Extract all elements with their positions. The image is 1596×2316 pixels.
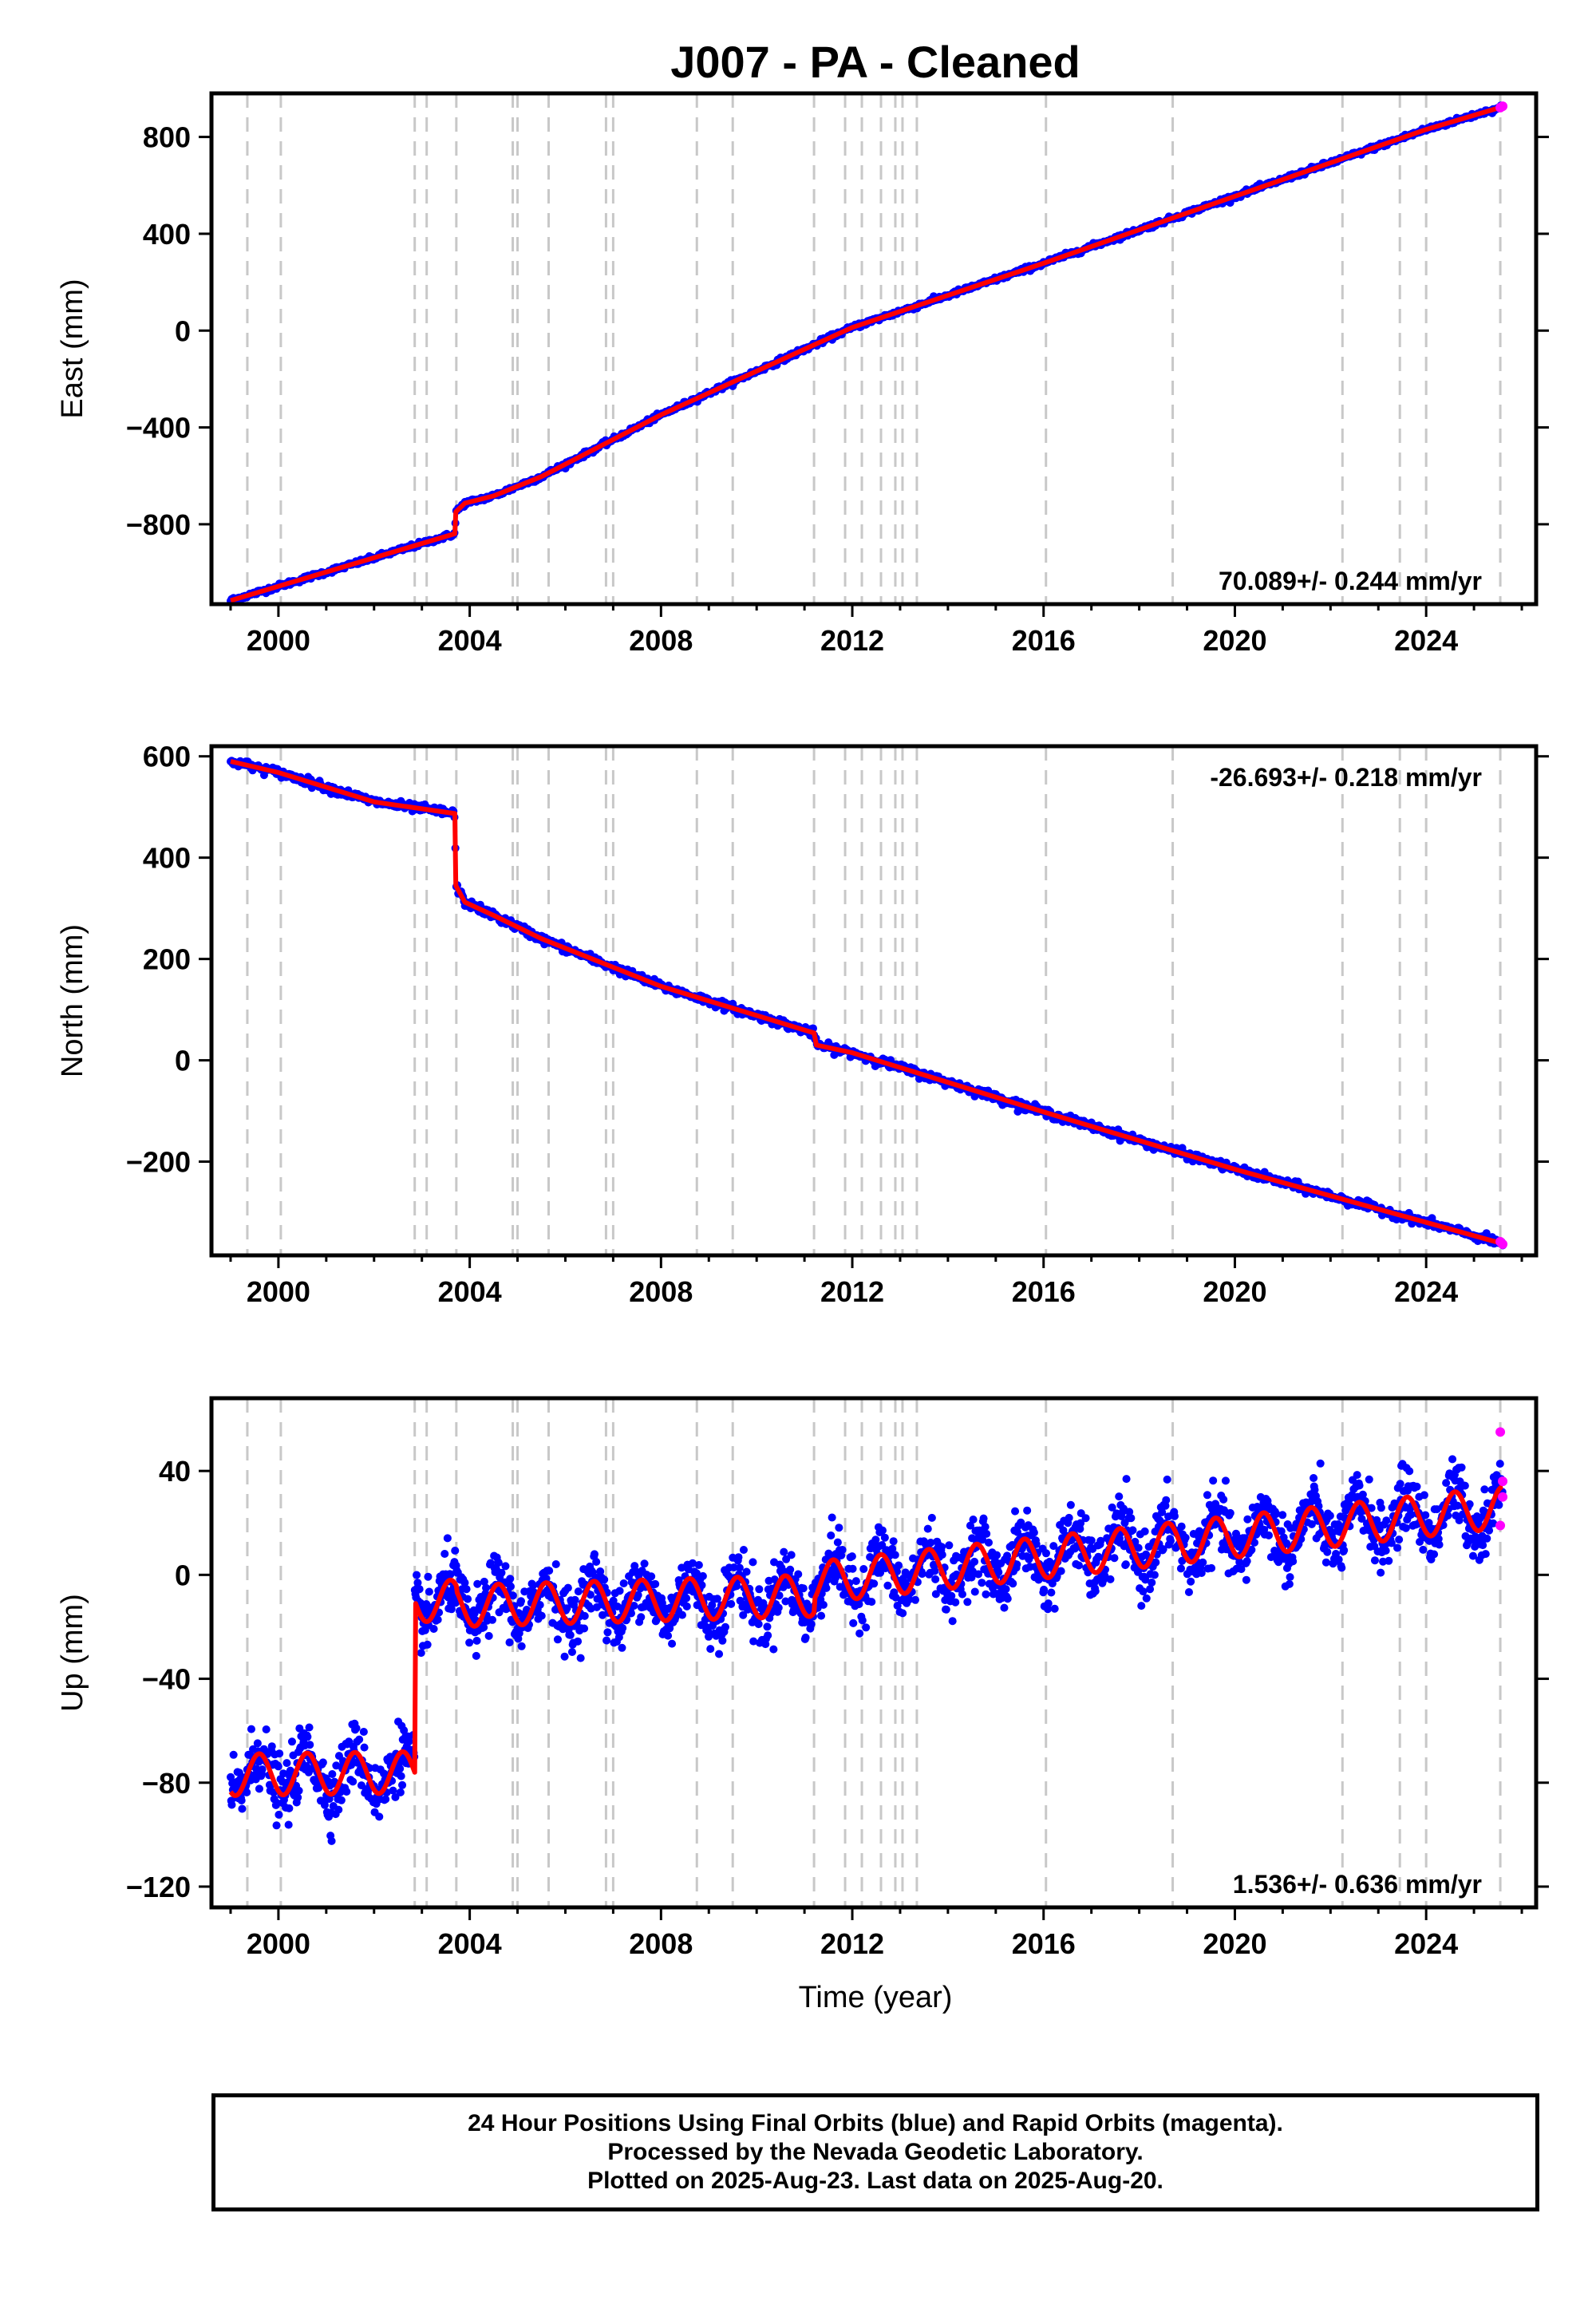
x-tick-label: 2016 [1012,1927,1076,1960]
plot-frame [209,744,1539,1258]
caption-line-processed: Processed by the Nevada Geodetic Laborat… [607,2139,1144,2165]
caption-line-orbits: 24 Hour Positions Using Final Orbits (bl… [468,2110,1283,2136]
x-tick-label: 2024 [1394,624,1458,657]
x-tick-label: 2012 [820,1275,884,1308]
y-tick-label: −200 [126,1146,191,1179]
y-tick-label: 200 [143,943,191,976]
y-tick-label: −80 [142,1767,191,1800]
x-tick-label: 2020 [1203,1275,1266,1308]
event-lines [246,746,1502,1255]
x-tick-label: 2000 [247,624,310,657]
y-tick-label: 0 [175,314,191,347]
figure-title: J007 - PA - Cleaned [670,37,1080,87]
data-layer [227,757,1508,1250]
model-line [230,104,1503,603]
caption-line-dates: Plotted on 2025-Aug-23. Last data on 202… [587,2168,1163,2194]
y-tick-label: 600 [143,741,191,773]
y-tick-label: 400 [143,842,191,875]
rapid-orbit-point [1498,1239,1508,1250]
x-tick-label: 2008 [629,624,693,657]
x-tick-label: 2008 [629,1927,693,1960]
y-axis-label: North (mm) [56,924,89,1077]
event-lines [246,93,1502,604]
rapid-orbit-point [1498,101,1508,112]
data-layer [227,101,1508,604]
x-tick-label: 2012 [820,1927,884,1960]
x-tick-label: 2008 [629,1275,693,1308]
y-tick-label: 0 [175,1045,191,1077]
y-tick-label: 40 [159,1455,191,1488]
y-tick-label: −40 [142,1663,191,1696]
rate-annotation: 70.089+/- 0.244 mm/yr [1219,567,1482,595]
y-tick-label: −800 [126,508,191,541]
panel-1: 2000 2004 2008 2012 2016 2020 2024 800 400 0 −400 −… [56,91,1549,657]
rapid-orbit-point [1495,1520,1506,1531]
data-layer [227,1427,1508,1845]
model-line [228,1484,1504,1798]
caption-box: 24 Hour Positions Using Final Orbits (bl… [211,2093,1539,2211]
x-tick-label: 2000 [247,1927,310,1960]
x-axis-label: Time (year) [799,1981,953,2014]
x-tick-label: 2012 [820,624,884,657]
x-tick-label: 2016 [1012,1275,1076,1308]
x-tick-label: 2004 [438,1927,502,1960]
plot-background [211,746,1536,1255]
y-axis-label: Up (mm) [56,1594,89,1712]
x-tick-label: 2000 [247,1275,310,1308]
x-tick-label: 2004 [438,624,502,657]
x-tick-label: 2020 [1203,1927,1266,1960]
y-tick-label: −400 [126,412,191,445]
rapid-orbit-point [1498,1492,1508,1502]
plot-background [211,1398,1536,1907]
plot-background [211,93,1536,604]
rapid-orbit-point [1498,1476,1508,1487]
x-tick-label: 2016 [1012,624,1076,657]
model-line [230,759,1503,1247]
y-tick-label: 0 [175,1559,191,1591]
x-tick-label: 2020 [1203,624,1266,657]
x-tick-label: 2024 [1394,1275,1458,1308]
x-tick-label: 2004 [438,1275,502,1308]
panels: 2000 2004 2008 2012 2016 2020 20248004000−400−… [56,91,1549,1960]
y-axis-label: East (mm) [56,279,89,418]
rate-annotation: -26.693+/- 0.218 mm/yr [1210,763,1482,792]
panel-2: 2000 2004 2008 2012 2016 2020 20246004002000−2… [56,741,1549,1308]
event-lines [246,1398,1502,1907]
rapid-orbit-point [1495,1427,1506,1437]
panel-3: 2000 2004 2008 2012 2016 2020 2024 40 0 −40 −80 −12… [56,1396,1549,1960]
y-tick-label: 400 [143,218,191,251]
plot-frame [209,1396,1539,1910]
plot-frame [209,91,1539,607]
y-tick-label: −120 [126,1871,191,1903]
y-tick-label: 800 [143,121,191,154]
x-tick-label: 2024 [1394,1927,1458,1960]
rate-annotation: 1.536+/- 0.636 mm/yr [1233,1870,1482,1899]
